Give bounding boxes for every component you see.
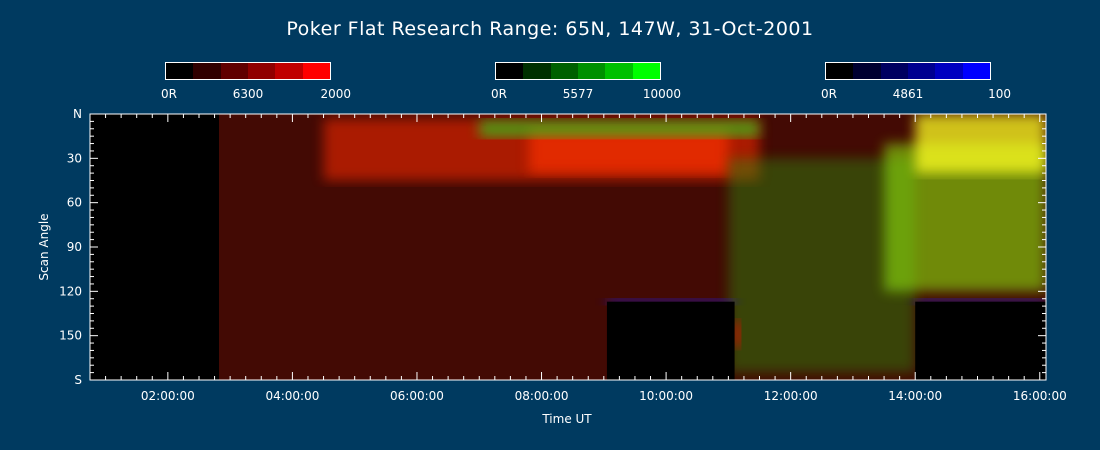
- x-tick-label: 12:00:00: [764, 389, 818, 403]
- colorbar-swatch: [302, 63, 330, 79]
- x-tick-label: 02:00:00: [141, 389, 195, 403]
- colorbar-swatch: [550, 63, 578, 79]
- colorbar-6300-strip: [165, 62, 331, 80]
- colorbar-swatch: [577, 63, 606, 79]
- y-axis-label: Scan Angle: [37, 213, 51, 280]
- no-data-block: [90, 114, 219, 380]
- x-tick-label: 10:00:00: [639, 389, 693, 403]
- colorbar-6300-max-label: 2000: [320, 87, 351, 101]
- colorbar-swatch: [220, 63, 248, 79]
- emission-region-mixed: [915, 114, 1046, 174]
- colorbar-4861-mid-label: 4861: [892, 87, 924, 101]
- colorbar-4861: 0R 4861 100: [821, 62, 1011, 101]
- x-tick-label: 06:00:00: [390, 389, 444, 403]
- y-tick-label: 120: [59, 284, 82, 298]
- x-axis: 02:00:00 04:00:00 06:00:00 08:00:00 10:00:00…: [89, 114, 1067, 403]
- y-tick-label: 60: [67, 196, 82, 210]
- colorbar-swatch: [853, 63, 881, 79]
- colorbar-6300: 0R 6300 2000: [161, 62, 351, 101]
- colorbar-swatch: [523, 63, 551, 79]
- colorbar-swatch: [496, 63, 524, 79]
- colorbar-5577-mid-label: 5577: [562, 87, 594, 101]
- colorbar-5577-max-label: 10000: [642, 87, 681, 101]
- colorbar-5577-min-label: 0R: [491, 87, 507, 101]
- y-tick-label: 150: [59, 329, 82, 343]
- y-tick-label: N: [73, 107, 82, 121]
- no-data-layer: [90, 114, 1046, 380]
- x-tick-label: 08:00:00: [515, 389, 569, 403]
- colorbar-4861-strip: [825, 62, 991, 80]
- colorbar-4861-min-label: 0R: [821, 87, 837, 101]
- x-axis-label: Time UT: [541, 412, 592, 426]
- colorbar-swatch: [632, 63, 660, 79]
- colorbar-6300-mid-label: 6300: [232, 87, 264, 101]
- x-tick-label: 14:00:00: [888, 389, 942, 403]
- colorbar-swatch: [826, 63, 854, 79]
- colorbar-swatch: [962, 63, 990, 79]
- chart-title: Poker Flat Research Range: 65N, 147W, 31…: [286, 18, 814, 40]
- colorbar-swatch: [935, 63, 963, 79]
- colorbar-4861-max-label: 100: [988, 87, 1011, 101]
- colorbar-swatch: [275, 63, 303, 79]
- y-axis: N 30 60 90 120 150 S: [59, 107, 1046, 387]
- colorbar-swatch: [193, 63, 221, 79]
- colorbar-swatch: [247, 63, 276, 79]
- no-data-block: [606, 301, 735, 380]
- no-data-block: [915, 301, 1046, 380]
- colorbar-swatch: [605, 63, 633, 79]
- y-tick-label: 30: [67, 151, 82, 165]
- y-tick-label: S: [74, 373, 82, 387]
- y-tick-label: 90: [67, 240, 82, 254]
- colorbar-5577: 0R 5577 10000: [491, 62, 681, 101]
- colorbar-6300-min-label: 0R: [161, 87, 177, 101]
- colorbar-swatch: [880, 63, 908, 79]
- x-tick-label: 04:00:00: [265, 389, 319, 403]
- x-tick-label: 16:00:00: [1013, 389, 1067, 403]
- emission-region-5577: [479, 119, 760, 138]
- emission-region-6300: [734, 320, 741, 348]
- colorbar-swatch: [166, 63, 194, 79]
- colorbar-5577-strip: [495, 62, 661, 80]
- colorbar-swatch: [907, 63, 936, 79]
